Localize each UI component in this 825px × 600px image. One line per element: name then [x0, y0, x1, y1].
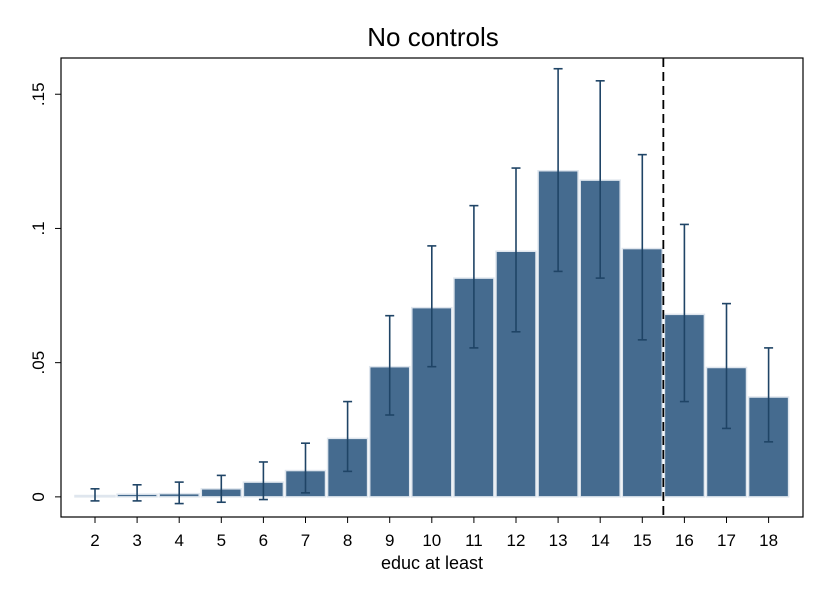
x-tick-label-15: 15 — [633, 531, 652, 550]
y-tick-label-0: 0 — [29, 492, 48, 501]
plot-frame — [60, 57, 804, 518]
x-tick-label-2: 2 — [90, 531, 99, 550]
x-tick-label-8: 8 — [343, 531, 352, 550]
y-tick-label-2: .1 — [29, 221, 48, 235]
x-tick-label-13: 13 — [549, 531, 568, 550]
x-tick-label-11: 11 — [465, 531, 483, 550]
x-tick-label-10: 10 — [422, 531, 441, 550]
x-tick-label-6: 6 — [259, 531, 268, 550]
x-tick-label-5: 5 — [217, 531, 226, 550]
plot-area: 2 3 4 5 6 7 8 9 10 11 12 13 14 15 16 17 18 0 .05 .1 .15 — [29, 58, 790, 550]
y-tick-label-3: .15 — [29, 82, 48, 106]
x-tick-label-18: 18 — [759, 531, 778, 550]
x-tick-label-17: 17 — [717, 531, 736, 550]
y-tick-label-1: .05 — [29, 351, 48, 375]
x-tick-label-16: 16 — [675, 531, 694, 550]
x-tick-label-12: 12 — [507, 531, 526, 550]
x-tick-label-4: 4 — [174, 531, 183, 550]
x-axis-label: educ at least — [381, 553, 483, 573]
x-tick-label-14: 14 — [591, 531, 610, 550]
chart-title: No controls — [367, 22, 499, 52]
x-tick-label-9: 9 — [385, 531, 394, 550]
x-tick-label-7: 7 — [301, 531, 310, 550]
x-tick-label-3: 3 — [132, 531, 141, 550]
